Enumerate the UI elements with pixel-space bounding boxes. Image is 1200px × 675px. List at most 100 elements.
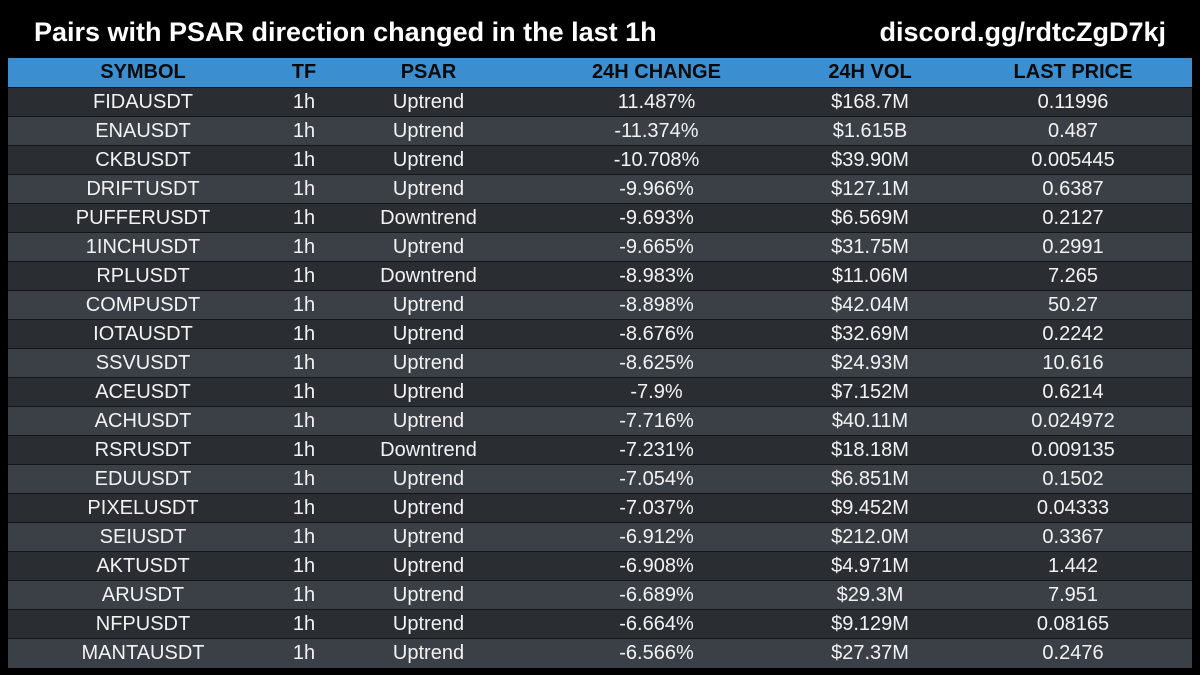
table-row[interactable]: SEIUSDT 1h Uptrend -6.912% $212.0M 0.3367 bbox=[8, 522, 1192, 552]
volume-cell: $39.90M bbox=[831, 149, 909, 171]
change-cell: -6.566% bbox=[619, 642, 694, 665]
change-cell: -6.912% bbox=[619, 526, 694, 548]
volume-cell: $32.69M bbox=[831, 323, 909, 345]
volume-cell: $6.851M bbox=[831, 468, 909, 490]
change-cell: -9.665% bbox=[619, 236, 694, 258]
change-cell: -9.966% bbox=[619, 178, 694, 200]
tf-cell: 1h bbox=[292, 207, 316, 229]
column-header-psar[interactable]: PSAR bbox=[400, 61, 457, 83]
table-row[interactable]: AKTUSDT 1h Uptrend -6.908% $4.971M 1.442 bbox=[8, 551, 1192, 581]
price-cell: 0.2242 bbox=[1042, 323, 1104, 345]
change-cell: -7.9% bbox=[630, 381, 683, 403]
psar-cell: Uptrend bbox=[392, 584, 465, 606]
table-row[interactable]: ACHUSDT 1h Uptrend -7.716% $40.11M 0.024972 bbox=[8, 406, 1192, 436]
price-cell: 7.265 bbox=[1047, 265, 1099, 287]
price-cell: 1.442 bbox=[1047, 555, 1099, 577]
volume-cell: $42.04M bbox=[831, 294, 909, 316]
column-header-symbol[interactable]: SYMBOL bbox=[100, 61, 186, 83]
table-row[interactable]: NFPUSDT 1h Uptrend -6.664% $9.129M 0.08165 bbox=[8, 609, 1192, 639]
change-cell: -6.689% bbox=[619, 584, 694, 606]
symbol-cell: PUFFERUSDT bbox=[75, 207, 211, 229]
psar-cell: Uptrend bbox=[392, 526, 465, 548]
psar-cell: Uptrend bbox=[392, 236, 465, 258]
volume-cell: $11.06M bbox=[831, 265, 909, 287]
tf-cell: 1h bbox=[292, 149, 316, 171]
table-row[interactable]: PIXELUSDT 1h Uptrend -7.037% $9.452M 0.04333 bbox=[8, 493, 1192, 523]
table-row[interactable]: 1INCHUSDT 1h Uptrend -9.665% $31.75M 0.2991 bbox=[8, 232, 1192, 262]
price-cell: 0.2476 bbox=[1042, 642, 1104, 665]
price-cell: 0.005445 bbox=[1031, 149, 1115, 171]
price-cell: 0.024972 bbox=[1031, 410, 1115, 432]
symbol-cell: ACHUSDT bbox=[94, 410, 192, 432]
symbol-cell: ACEUSDT bbox=[95, 381, 191, 403]
table-row[interactable]: PUFFERUSDT 1h Downtrend -9.693% $6.569M 0.212… bbox=[8, 203, 1192, 233]
table-row[interactable]: COMPUSDT 1h Uptrend -8.898% $42.04M 50.27 bbox=[8, 290, 1192, 320]
tf-cell: 1h bbox=[292, 120, 316, 142]
table-row[interactable]: FIDAUSDT 1h Uptrend 11.487% $168.7M 0.11996 bbox=[8, 87, 1192, 117]
change-cell: -7.054% bbox=[619, 468, 694, 490]
change-cell: -7.231% bbox=[619, 439, 694, 461]
symbol-cell: NFPUSDT bbox=[95, 613, 191, 635]
table-row[interactable]: RSRUSDT 1h Downtrend -7.231% $18.18M 0.009135 bbox=[8, 435, 1192, 465]
tf-cell: 1h bbox=[292, 584, 316, 606]
psar-cell: Uptrend bbox=[392, 178, 465, 200]
column-header-24h-change[interactable]: 24H CHANGE bbox=[592, 61, 721, 83]
volume-cell: $6.569M bbox=[831, 207, 909, 229]
psar-cell: Uptrend bbox=[392, 91, 465, 113]
title-bar: Pairs with PSAR direction changed in the… bbox=[0, 0, 1200, 58]
volume-cell: $1.615B bbox=[832, 120, 908, 142]
volume-cell: $31.75M bbox=[831, 236, 909, 258]
symbol-cell: FIDAUSDT bbox=[93, 91, 193, 113]
volume-cell: $212.0M bbox=[831, 526, 909, 548]
change-cell: 11.487% bbox=[617, 91, 696, 113]
price-cell: 50.27 bbox=[1047, 294, 1099, 316]
price-cell: 0.009135 bbox=[1031, 439, 1115, 461]
psar-cell: Uptrend bbox=[392, 468, 465, 490]
table-row[interactable]: ACEUSDT 1h Uptrend -7.9% $7.152M 0.6214 bbox=[8, 377, 1192, 407]
change-cell: -6.664% bbox=[619, 613, 694, 635]
symbol-cell: SEIUSDT bbox=[99, 526, 187, 548]
column-header-24h-vol[interactable]: 24H VOL bbox=[828, 61, 912, 83]
symbol-cell: IOTAUSDT bbox=[93, 323, 193, 345]
psar-table: SYMBOL TF PSAR 24H CHANGE 24H VOL LAST P… bbox=[8, 58, 1192, 668]
table-row[interactable]: ENAUSDT 1h Uptrend -11.374% $1.615B 0.487 bbox=[8, 116, 1192, 146]
symbol-cell: DRIFTUSDT bbox=[86, 178, 200, 200]
symbol-cell: 1INCHUSDT bbox=[85, 236, 201, 258]
change-cell: -9.693% bbox=[619, 207, 694, 229]
table-row[interactable]: RPLUSDT 1h Downtrend -8.983% $11.06M 7.265 bbox=[8, 261, 1192, 291]
discord-link[interactable]: discord.gg/rdtcZgD7kj bbox=[879, 17, 1166, 47]
table-header-row: SYMBOL TF PSAR 24H CHANGE 24H VOL LAST P… bbox=[8, 58, 1192, 88]
psar-cell: Downtrend bbox=[380, 265, 477, 287]
symbol-cell: AKTUSDT bbox=[96, 555, 190, 577]
volume-cell: $168.7M bbox=[831, 91, 909, 113]
tf-cell: 1h bbox=[292, 555, 316, 577]
symbol-cell: ENAUSDT bbox=[95, 120, 191, 142]
table-row[interactable]: SSVUSDT 1h Uptrend -8.625% $24.93M 10.616 bbox=[8, 348, 1192, 378]
psar-cell: Downtrend bbox=[380, 439, 477, 461]
column-header-last-price[interactable]: LAST PRICE bbox=[1013, 61, 1133, 83]
symbol-cell: PIXELUSDT bbox=[87, 497, 199, 519]
price-cell: 0.2127 bbox=[1042, 207, 1104, 229]
tf-cell: 1h bbox=[292, 410, 316, 432]
table-row[interactable]: EDUUSDT 1h Uptrend -7.054% $6.851M 0.1502 bbox=[8, 464, 1192, 494]
tf-cell: 1h bbox=[292, 236, 316, 258]
psar-cell: Uptrend bbox=[392, 120, 465, 142]
symbol-cell: EDUUSDT bbox=[94, 468, 192, 490]
price-cell: 7.951 bbox=[1047, 584, 1099, 606]
tf-cell: 1h bbox=[292, 439, 316, 461]
volume-cell: $18.18M bbox=[831, 439, 909, 461]
tf-cell: 1h bbox=[292, 265, 316, 287]
price-cell: 0.6214 bbox=[1042, 381, 1104, 403]
price-cell: 0.08165 bbox=[1036, 613, 1110, 635]
price-cell: 0.487 bbox=[1047, 120, 1099, 142]
price-cell: 0.11996 bbox=[1037, 91, 1109, 113]
psar-cell: Uptrend bbox=[392, 352, 465, 374]
table-row[interactable]: DRIFTUSDT 1h Uptrend -9.966% $127.1M 0.6387 bbox=[8, 174, 1192, 204]
table-row[interactable]: MANTAUSDT 1h Uptrend -6.566% $27.37M 0.2476 bbox=[8, 638, 1192, 668]
column-header-tf[interactable]: TF bbox=[291, 61, 317, 83]
change-cell: -8.898% bbox=[619, 294, 694, 316]
table-row[interactable]: ARUSDT 1h Uptrend -6.689% $29.3M 7.951 bbox=[8, 580, 1192, 610]
volume-cell: $24.93M bbox=[831, 352, 909, 374]
table-row[interactable]: IOTAUSDT 1h Uptrend -8.676% $32.69M 0.2242 bbox=[8, 319, 1192, 349]
table-row[interactable]: CKBUSDT 1h Uptrend -10.708% $39.90M 0.005445 bbox=[8, 145, 1192, 175]
